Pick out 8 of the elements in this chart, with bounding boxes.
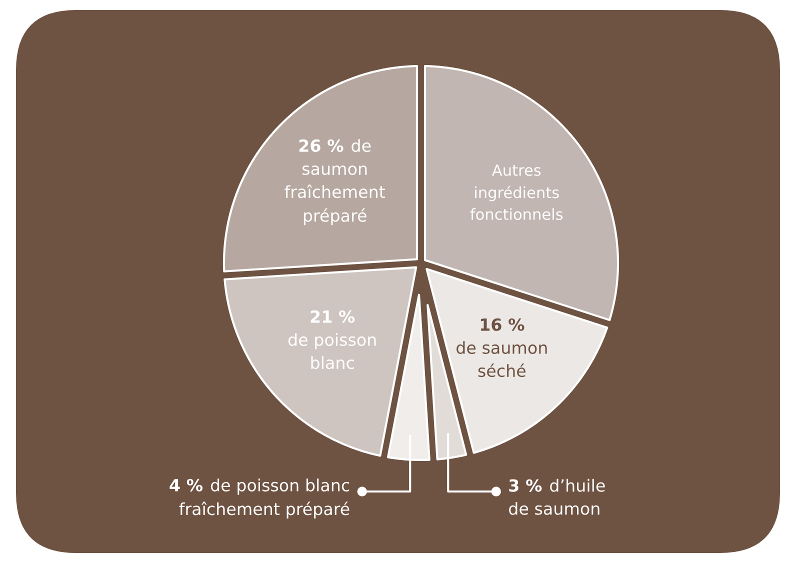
- data-label: 26 %: [299, 139, 344, 152]
- data-label: 4 %: [170, 478, 203, 492]
- data-label: 16 %: [480, 318, 524, 331]
- slice-label: de saumon séché: [456, 341, 547, 378]
- data-label: 3 %: [509, 479, 542, 492]
- data-label: 21 %: [310, 310, 355, 323]
- slice-label: Autres ingrédients fonctionnels: [470, 164, 563, 220]
- slice-label: de poisson blanc: [288, 333, 376, 370]
